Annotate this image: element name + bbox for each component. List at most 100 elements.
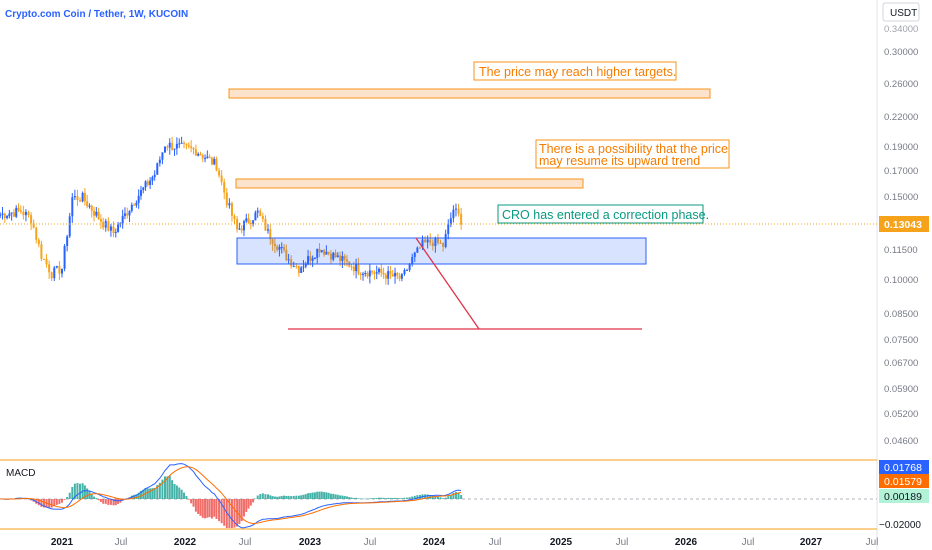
macd-hist-bar [79, 483, 82, 499]
candle-body [325, 251, 328, 255]
candle-body [256, 210, 259, 213]
macd-hist-bar [104, 499, 107, 504]
zone-support-blue[interactable] [236, 237, 647, 265]
macd-hist-bar [242, 499, 245, 517]
candle-body [387, 271, 390, 279]
candle-body [192, 148, 195, 150]
macd-title[interactable]: MACD [6, 468, 35, 479]
macd-hist-bar [384, 498, 387, 499]
macd-hist-bar [343, 495, 346, 499]
candle-body [126, 213, 129, 216]
candle-body [81, 192, 84, 202]
candle-body [66, 236, 69, 246]
macd-hist-bar [153, 488, 156, 499]
macd-hist-bar [366, 498, 369, 500]
candle-body [206, 156, 209, 159]
price-tick-label: 0.07500 [884, 335, 918, 346]
candle-body [304, 263, 307, 267]
macd-hist-bar [264, 494, 267, 499]
macd-hist-bar [380, 497, 383, 499]
candle-body [327, 251, 330, 254]
candle-body [19, 210, 22, 212]
macd-hist-bar [256, 495, 259, 499]
candle-body [434, 237, 437, 246]
candle-body [151, 177, 154, 181]
macd-hist-bar [166, 476, 169, 499]
candle-body [400, 274, 403, 279]
candle-body [117, 224, 120, 233]
currency-box[interactable] [882, 2, 920, 22]
candle-body [1, 213, 4, 215]
candle-body [97, 211, 100, 219]
candle-body [307, 256, 310, 264]
triangle-upper-line[interactable] [415, 237, 480, 330]
macd-axis-tick: −0.02000 [879, 520, 921, 531]
candle-body [213, 158, 216, 165]
candle-body [55, 265, 58, 268]
macd-hist-bar [55, 499, 58, 505]
macd-hist-bar [133, 494, 136, 499]
candle-body [158, 159, 161, 164]
candle-body [398, 275, 401, 279]
macd-hist-bar [307, 493, 310, 499]
time-tick-label: 2022 [174, 537, 197, 548]
annotation-higher-targets[interactable]: The price may reach higher targets. [473, 61, 677, 81]
macd-hist-bar [97, 499, 100, 501]
macd-hist-bar [348, 497, 351, 499]
candle-body [199, 153, 202, 156]
candle-body [273, 243, 276, 247]
price-tick-label: 0.15000 [884, 192, 918, 203]
macd-hist-bar [194, 499, 197, 512]
macd-hist-bar [223, 499, 226, 526]
macd-hist-bar [329, 493, 332, 499]
macd-hist-bar [183, 492, 186, 499]
macd-hist-bar [204, 499, 207, 519]
candle-body [146, 181, 149, 185]
chart-title[interactable]: Crypto.com Coin / Tether, 1W, KUCOIN [5, 9, 188, 20]
zone-higher-targets[interactable] [228, 88, 711, 99]
candle-body [355, 263, 358, 272]
price-axis[interactable]: 0.34000 0.30000 0.26000 0.22000 0.19000 0.170… [884, 24, 918, 447]
macd-hist-bar [334, 494, 337, 499]
candle-body [449, 218, 452, 225]
candle-body [153, 174, 156, 178]
candle-body [269, 229, 272, 240]
macd-hist-bar [442, 498, 445, 499]
hist-value-text: 0.00189 [884, 491, 922, 503]
macd-hist-bar [373, 498, 376, 499]
candle-body [460, 213, 463, 225]
macd-hist-bar [168, 475, 171, 499]
macd-hist-bar [107, 499, 110, 505]
macd-hist-bar [304, 494, 307, 499]
time-axis[interactable]: 2021 Jul 2022 Jul 2023 Jul 2024 Jul 2025 Jul 2026 J… [51, 537, 879, 548]
annotation-correction[interactable]: CRO has entered a correction phase. [497, 204, 709, 224]
macd-hist-bar [114, 499, 117, 506]
candle-body [283, 246, 286, 250]
candle-body [452, 209, 455, 219]
macd-hist-bar [336, 494, 339, 499]
macd-histogram [0, 475, 463, 528]
macd-hist-bar [37, 499, 40, 506]
macd-hist-bar [146, 488, 149, 499]
candle-body [99, 218, 102, 222]
candle-body [278, 247, 281, 250]
candles-layer [0, 136, 463, 285]
candle-body [336, 255, 339, 258]
candle-body [447, 224, 450, 235]
macd-hist-bar [276, 496, 279, 499]
zone-resistance[interactable] [235, 178, 584, 189]
candle-body [413, 252, 416, 258]
candle-body [264, 218, 267, 231]
candle-body [112, 226, 115, 234]
candle-body [37, 239, 40, 245]
candle-body [95, 211, 98, 216]
macd-hist-bar [382, 497, 385, 499]
candle-body [311, 258, 314, 261]
annotation-higher-targets-box [473, 61, 677, 81]
macd-hist-bar [139, 490, 142, 499]
annotation-upward-trend[interactable]: There is a possibility that the price ma… [535, 139, 730, 169]
time-tick-label: 2026 [675, 537, 698, 548]
macd-hist-bar [320, 491, 323, 499]
macd-hist-bar [391, 498, 394, 499]
